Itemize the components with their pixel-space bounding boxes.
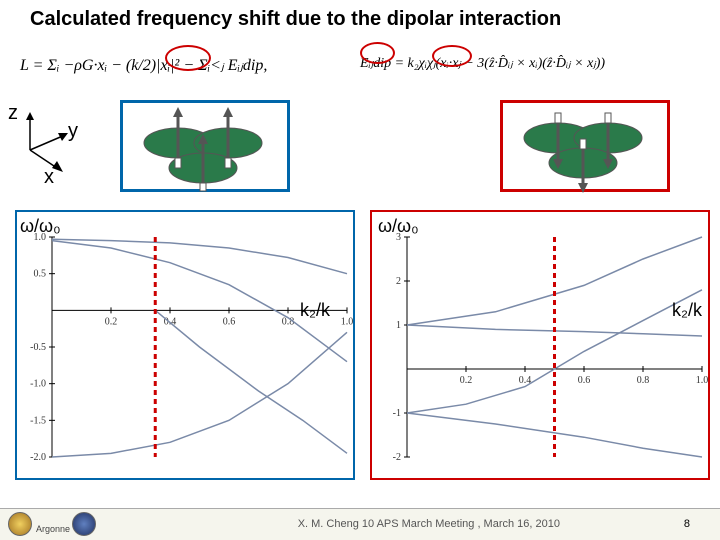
diagram-red-box bbox=[500, 100, 670, 192]
axis-z: z bbox=[8, 102, 18, 125]
svg-text:1.0: 1.0 bbox=[341, 316, 354, 327]
slide-title: Calculated frequency shift due to the di… bbox=[30, 8, 690, 31]
eq-lhs: L = Σᵢ −ρG·xᵢ − (k/2)|xᵢ|² − Σᵢ<ⱼ Eᵢⱼdip… bbox=[20, 55, 267, 75]
svg-text:-2.0: -2.0 bbox=[30, 452, 46, 463]
svg-text:2: 2 bbox=[396, 276, 401, 287]
red-circle-2 bbox=[360, 42, 395, 64]
coord-axes: z y x bbox=[10, 110, 90, 196]
axis-y: y bbox=[68, 120, 78, 143]
svg-text:0.5: 0.5 bbox=[34, 269, 47, 280]
svg-text:-2: -2 bbox=[393, 452, 401, 463]
plot-left: 0.20.40.60.81.0-2.0-1.5-1.0-0.50.51.0 bbox=[15, 210, 355, 480]
svg-text:0.2: 0.2 bbox=[105, 316, 118, 327]
page-number: 8 bbox=[684, 518, 690, 530]
red-circle-1 bbox=[165, 45, 211, 71]
ylabel-left: ω/ω₀ bbox=[20, 216, 61, 237]
footer: Argonne X. M. Cheng 10 APS March Meeting… bbox=[0, 508, 720, 540]
logo-icon-2 bbox=[72, 512, 96, 536]
axis-x: x bbox=[44, 166, 54, 189]
footer-text: X. M. Cheng 10 APS March Meeting , March… bbox=[298, 518, 560, 530]
diagram-blue-box bbox=[120, 100, 290, 192]
svg-text:0.8: 0.8 bbox=[637, 375, 650, 386]
argonne-label: Argonne bbox=[36, 524, 70, 534]
svg-text:1: 1 bbox=[396, 320, 401, 331]
xlabel-left: k₂/k bbox=[300, 300, 330, 321]
svg-text:0.6: 0.6 bbox=[578, 375, 591, 386]
xlabel-right: k₂/k bbox=[672, 300, 702, 321]
eq-rhs: Eᵢⱼdip = k₂χᵢχⱼ(xᵢ·xⱼ − 3(ẑ·D̂ᵢⱼ × xᵢ)(ẑ… bbox=[360, 55, 605, 72]
svg-text:-1.0: -1.0 bbox=[30, 379, 46, 390]
svg-text:1.0: 1.0 bbox=[696, 375, 709, 386]
red-circle-3 bbox=[432, 45, 472, 67]
svg-text:-1: -1 bbox=[393, 408, 401, 419]
svg-text:0.2: 0.2 bbox=[460, 375, 473, 386]
svg-text:-0.5: -0.5 bbox=[30, 342, 46, 353]
logo-icon-1 bbox=[8, 512, 32, 536]
svg-text:0.6: 0.6 bbox=[223, 316, 236, 327]
plot-right: 0.20.40.60.81.0-2-1123 bbox=[370, 210, 710, 480]
ylabel-right: ω/ω₀ bbox=[378, 216, 419, 237]
svg-text:-1.5: -1.5 bbox=[30, 415, 46, 426]
